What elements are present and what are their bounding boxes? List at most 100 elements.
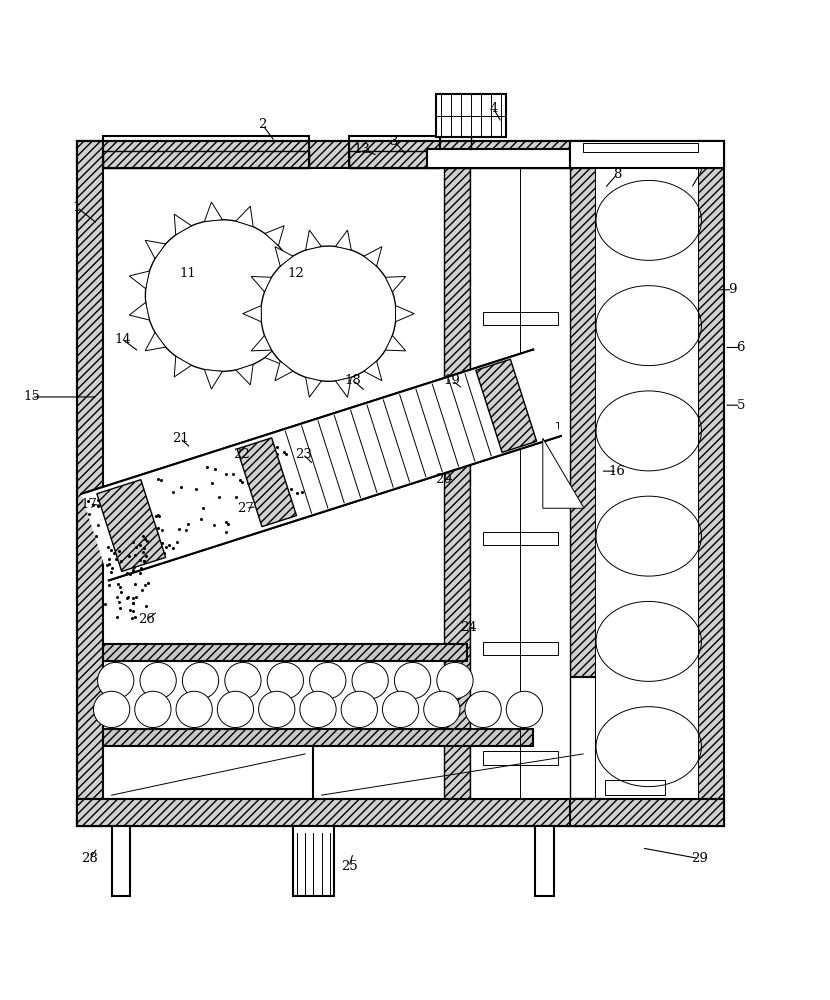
Polygon shape <box>396 306 414 322</box>
Polygon shape <box>81 350 561 580</box>
Text: 19: 19 <box>444 374 461 387</box>
Polygon shape <box>335 377 351 397</box>
Text: 9: 9 <box>728 283 737 296</box>
Circle shape <box>300 691 336 728</box>
Text: 12: 12 <box>287 267 304 280</box>
Bar <box>111 826 129 896</box>
Bar <box>483 532 558 545</box>
Polygon shape <box>174 356 192 377</box>
Polygon shape <box>305 377 321 397</box>
Text: 16: 16 <box>608 465 626 478</box>
Bar <box>583 143 698 152</box>
Bar <box>483 312 558 325</box>
Polygon shape <box>305 230 321 250</box>
Polygon shape <box>242 306 261 322</box>
Polygon shape <box>364 247 382 266</box>
Circle shape <box>98 662 134 699</box>
Text: 24: 24 <box>460 621 477 634</box>
Text: 8: 8 <box>613 168 621 181</box>
Text: 13: 13 <box>353 143 370 156</box>
Circle shape <box>225 662 261 699</box>
Polygon shape <box>174 214 192 235</box>
Bar <box>77 799 622 826</box>
Circle shape <box>424 691 460 728</box>
Polygon shape <box>236 364 253 385</box>
Polygon shape <box>251 276 271 292</box>
Bar <box>104 729 533 746</box>
Circle shape <box>94 691 129 728</box>
Polygon shape <box>275 247 293 266</box>
Bar <box>698 141 724 826</box>
Polygon shape <box>145 332 166 351</box>
Text: 15: 15 <box>23 390 40 403</box>
Bar <box>77 141 104 826</box>
Circle shape <box>134 691 171 728</box>
Text: 22: 22 <box>233 448 250 461</box>
Bar <box>483 422 558 435</box>
Polygon shape <box>265 226 284 246</box>
Bar <box>427 149 570 168</box>
Bar <box>349 151 440 168</box>
Text: 26: 26 <box>139 613 155 626</box>
Circle shape <box>383 691 418 728</box>
Polygon shape <box>145 240 166 259</box>
Circle shape <box>465 691 501 728</box>
Text: 2: 2 <box>258 118 266 131</box>
Circle shape <box>140 662 176 699</box>
Text: 25: 25 <box>340 860 358 873</box>
Circle shape <box>261 246 396 381</box>
Polygon shape <box>204 369 222 389</box>
Bar <box>77 141 597 168</box>
Circle shape <box>176 691 212 728</box>
Bar <box>570 168 597 677</box>
Text: 11: 11 <box>180 267 197 280</box>
Polygon shape <box>265 345 284 365</box>
Polygon shape <box>204 202 222 222</box>
Text: 7: 7 <box>696 168 704 181</box>
Polygon shape <box>364 361 382 381</box>
Bar <box>471 168 570 799</box>
Circle shape <box>310 662 346 699</box>
Polygon shape <box>286 318 307 334</box>
Text: 29: 29 <box>691 852 708 865</box>
Bar <box>570 799 724 826</box>
Circle shape <box>341 691 378 728</box>
Polygon shape <box>335 230 351 250</box>
Circle shape <box>394 662 431 699</box>
Polygon shape <box>129 302 149 320</box>
Bar <box>77 799 597 826</box>
Polygon shape <box>97 480 166 571</box>
Bar <box>349 136 440 168</box>
Polygon shape <box>237 438 296 527</box>
Bar <box>436 94 505 137</box>
Bar <box>77 141 597 826</box>
Bar <box>483 642 558 655</box>
Text: 20: 20 <box>436 473 452 486</box>
Polygon shape <box>543 438 584 508</box>
Circle shape <box>352 662 388 699</box>
Bar <box>104 168 444 799</box>
Polygon shape <box>286 257 307 273</box>
Circle shape <box>183 662 218 699</box>
Text: 6: 6 <box>736 341 745 354</box>
Polygon shape <box>385 336 406 351</box>
Polygon shape <box>251 336 271 351</box>
Text: 28: 28 <box>81 852 98 865</box>
Bar <box>293 826 334 896</box>
Circle shape <box>217 691 254 728</box>
Circle shape <box>259 691 295 728</box>
Circle shape <box>506 691 543 728</box>
Polygon shape <box>476 359 537 452</box>
Text: 1: 1 <box>73 201 81 214</box>
Bar <box>104 136 310 168</box>
Bar <box>535 826 554 896</box>
Polygon shape <box>275 361 293 381</box>
Text: 3: 3 <box>390 135 398 148</box>
Text: 5: 5 <box>736 399 745 412</box>
Bar <box>570 141 724 168</box>
Polygon shape <box>296 286 315 305</box>
Bar <box>104 151 310 168</box>
Bar <box>570 799 724 826</box>
Polygon shape <box>129 271 149 289</box>
Bar <box>483 751 558 765</box>
